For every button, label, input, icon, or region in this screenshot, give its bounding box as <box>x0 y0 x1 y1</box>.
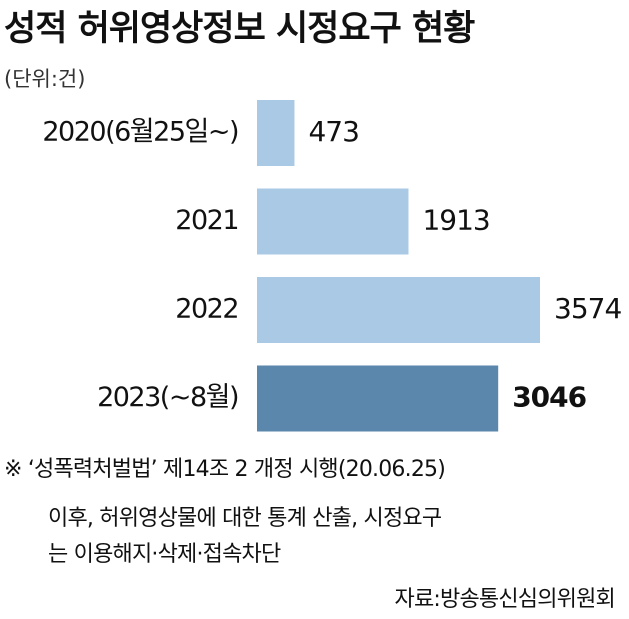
chart-title: 성적 허위영상정보 시정요구 현황 <box>4 9 475 49</box>
value-label: 3046 <box>512 381 586 414</box>
footnote: ※ ‘성폭력처벌법’ 제14조 2 개정 시행(20.06.25) <box>4 457 445 482</box>
bar <box>257 100 295 166</box>
value-label: 1913 <box>422 204 489 237</box>
footnote: 이후, 허위영상물에 대한 통계 산출, 시정요구 <box>48 506 442 531</box>
category-label: 2021 <box>175 205 238 236</box>
footnote: 는 이용해지·삭제·접속차단 <box>48 542 281 567</box>
value-label: 473 <box>308 115 358 148</box>
category-label: 2022 <box>175 294 238 325</box>
bar <box>257 188 409 255</box>
unit-label: (단위:건) <box>4 67 85 91</box>
category-label: 2020(6월25일~) <box>42 117 238 148</box>
category-label: 2023(~8월) <box>97 382 238 413</box>
bar <box>257 365 499 432</box>
bar <box>257 277 540 343</box>
source: 자료:방송통신심의위원회 <box>395 587 615 612</box>
value-label: 3574 <box>554 292 621 325</box>
